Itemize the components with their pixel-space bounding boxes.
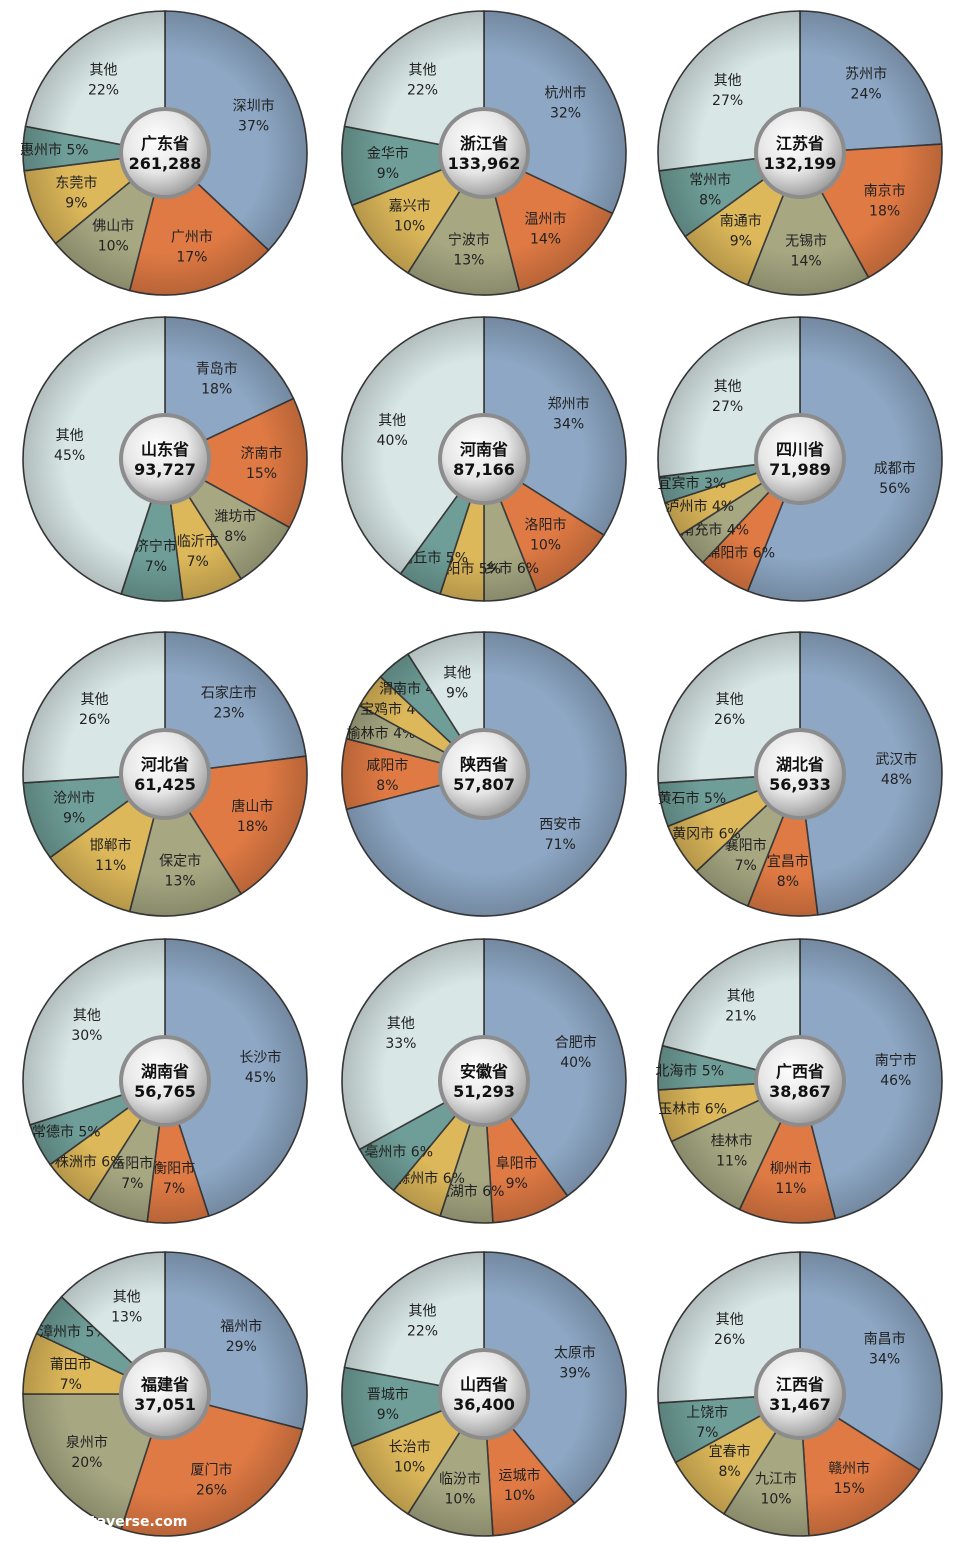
province-total: 87,166 bbox=[453, 460, 515, 479]
province-total: 37,051 bbox=[134, 1395, 196, 1414]
donut-hub bbox=[442, 111, 526, 195]
province-name: 河北省 bbox=[141, 755, 189, 774]
province-name: 湖北省 bbox=[776, 755, 824, 774]
province-name: 湖南省 bbox=[141, 1062, 189, 1081]
donut-hub bbox=[123, 417, 207, 501]
donut-chart-11: 合肥市40%阜阳市9%芜湖市 6%滁州市 6%亳州市 6%其他33%安徽省51,… bbox=[341, 938, 627, 1224]
donut-hub bbox=[123, 1039, 207, 1123]
donut-chart-7: 石家庄市23%唐山市18%保定市13%邯郸市11%沧州市9%其他26%河北省61… bbox=[22, 631, 308, 917]
province-total: 51,293 bbox=[453, 1082, 515, 1101]
donut-hub bbox=[123, 111, 207, 195]
donut-chart-3: 苏州市24%南京市18%无锡市14%南通市9%常州市8%其他27%江苏省132,… bbox=[657, 10, 943, 296]
donut-chart-2: 杭州市32%温州市14%宁波市13%嘉兴市10%金华市9%其他22%浙江省133… bbox=[341, 10, 627, 296]
province-name: 陕西省 bbox=[460, 755, 508, 774]
donut-chart-10: 长沙市45%衡阳市7%岳阳市7%株洲市 6%常德市 5%其他30%湖南省56,7… bbox=[22, 938, 308, 1224]
donut-chart-9: 武汉市48%宜昌市8%襄阳市7%黄冈市 6%黄石市 5%其他26%湖北省56,9… bbox=[657, 631, 943, 917]
province-total: 132,199 bbox=[764, 154, 837, 173]
donut-hub bbox=[442, 417, 526, 501]
province-name: 浙江省 bbox=[460, 134, 508, 153]
donut-hub bbox=[442, 1352, 526, 1436]
donut-chart-8: 西安市71%咸阳市8%榆林市 4%宝鸡市 4%渭南市 4%其他9%陕西省57,8… bbox=[341, 631, 627, 917]
province-name: 山东省 bbox=[141, 440, 189, 459]
province-total: 36,400 bbox=[453, 1395, 515, 1414]
donut-chart-13: 福州市29%厦门市26%泉州市20%莆田市7%漳州市 5%其他13%福建省37,… bbox=[22, 1251, 308, 1537]
province-total: 71,989 bbox=[769, 460, 831, 479]
donut-chart-14: 太原市39%运城市10%临汾市10%长治市10%晋城市9%其他22%山西省36,… bbox=[341, 1251, 627, 1537]
donut-chart-5: 郑州市34%洛阳市10%新乡市 6%南阳市 5%商丘市 5%其他40%河南省87… bbox=[341, 316, 627, 602]
province-name: 江西省 bbox=[776, 1375, 824, 1394]
donut-hub bbox=[123, 732, 207, 816]
donut-hub bbox=[758, 732, 842, 816]
donut-hub bbox=[758, 417, 842, 501]
province-name: 江苏省 bbox=[776, 134, 824, 153]
donut-chart-4: 青岛市18%济南市15%潍坊市8%临沂市7%济宁市7%其他45%山东省93,72… bbox=[22, 316, 308, 602]
donut-chart-1: 深圳市37%广州市17%佛山市10%东莞市9%惠州市 5%其他22%广东省261… bbox=[20, 10, 308, 296]
donut-chart-12: 南宁市46%柳州市11%桂林市11%玉林市 6%北海市 5%其他21%广西省38… bbox=[655, 938, 943, 1224]
donut-hub bbox=[123, 1352, 207, 1436]
province-total: 133,962 bbox=[448, 154, 521, 173]
province-name: 安徽省 bbox=[460, 1062, 508, 1081]
province-total: 38,867 bbox=[769, 1082, 831, 1101]
donut-hub bbox=[442, 1039, 526, 1123]
donut-hub bbox=[758, 1352, 842, 1436]
province-name: 广西省 bbox=[776, 1062, 824, 1081]
province-total: 61,425 bbox=[134, 775, 196, 794]
province-total: 261,288 bbox=[129, 154, 202, 173]
watermark-text: taverse.com bbox=[90, 1514, 188, 1530]
province-name: 河南省 bbox=[460, 440, 508, 459]
donut-hub bbox=[442, 732, 526, 816]
province-total: 56,765 bbox=[134, 1082, 196, 1101]
province-name: 山西省 bbox=[460, 1375, 508, 1394]
province-total: 56,933 bbox=[769, 775, 831, 794]
province-total: 57,807 bbox=[453, 775, 515, 794]
province-name: 广东省 bbox=[141, 134, 189, 153]
donut-hub bbox=[758, 1039, 842, 1123]
province-name: 福建省 bbox=[140, 1375, 189, 1394]
province-total: 93,727 bbox=[134, 460, 196, 479]
donut-chart-6: 成都市56%绵阳市 6%南充市 4%泸州市 4%宜宾市 3%其他27%四川省71… bbox=[657, 316, 943, 602]
donut-chart-15: 南昌市34%赣州市15%九江市10%宜春市8%上饶市7%其他26%江西省31,4… bbox=[657, 1251, 943, 1537]
province-name: 四川省 bbox=[776, 440, 824, 459]
province-total: 31,467 bbox=[769, 1395, 831, 1414]
donut-hub bbox=[758, 111, 842, 195]
